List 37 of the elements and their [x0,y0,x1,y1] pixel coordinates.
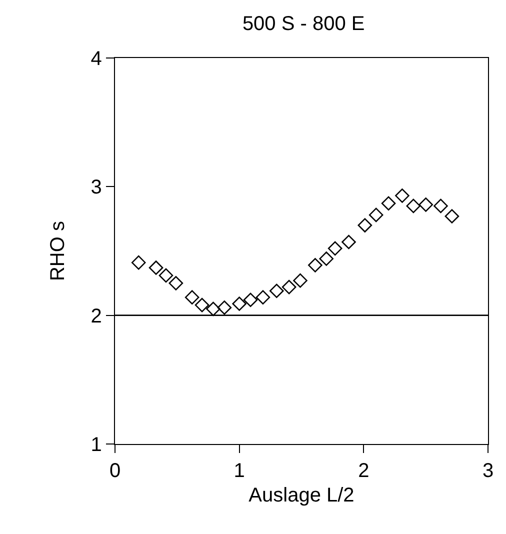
point [381,196,396,211]
y-tick-label: 4 [90,48,102,70]
point [358,218,372,232]
point [293,273,308,288]
point [328,241,342,256]
point [434,198,448,214]
point [342,234,356,250]
y-tick-label: 2 [90,305,102,328]
point [418,198,433,212]
point [148,260,164,275]
y-tick-label: 3 [90,176,102,199]
point [206,302,220,316]
chart-title: 500 S - 800 E [242,13,365,36]
point [158,268,174,283]
y-axis-title: RHO s [47,221,70,281]
point [269,284,284,298]
point [308,258,322,272]
point [319,252,334,266]
point [131,255,146,270]
x-tick-label: 0 [109,460,121,482]
point [395,188,410,203]
x-tick-label: 3 [482,460,494,482]
point [184,290,200,304]
point [217,300,232,315]
point [406,198,421,214]
point [243,292,258,308]
point [168,276,184,290]
point [368,208,384,222]
point [282,280,296,294]
point [444,209,460,224]
point [256,290,270,304]
point [194,298,210,312]
x-axis-title: Auslage L/2 [248,484,354,507]
x-tick-label: 2 [358,460,370,482]
y-tick-label: 1 [90,434,102,456]
point [232,296,246,311]
x-tick-label: 1 [234,460,245,482]
